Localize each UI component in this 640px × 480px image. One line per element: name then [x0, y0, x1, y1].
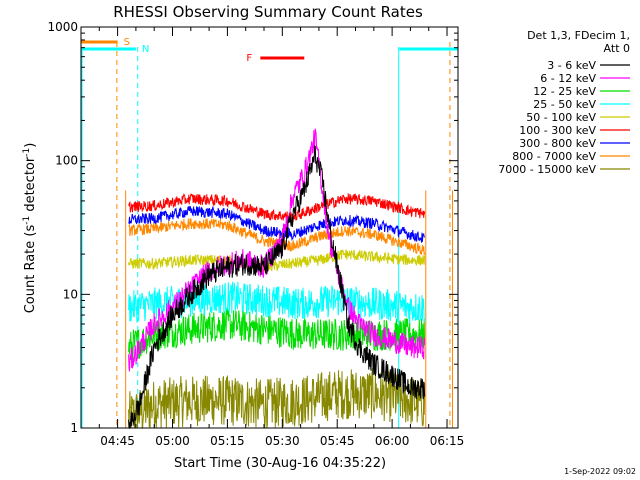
- x-tick-label: 05:45: [320, 434, 355, 448]
- chart-title: RHESSI Observing Summary Count Rates: [113, 3, 423, 21]
- y-tick-label: 1: [70, 421, 78, 435]
- series-line: [128, 249, 426, 274]
- footer-date: 1-Sep-2022 09:02: [564, 467, 636, 476]
- legend-header-line1: Det 1,3, FDecim 1,: [527, 29, 630, 42]
- legend-item-label: 100 - 300 keV: [519, 124, 596, 137]
- y-axis-label-end: ): [23, 143, 38, 148]
- saa-label: S: [124, 37, 130, 48]
- legend-item-label: 25 - 50 keV: [533, 98, 596, 111]
- y-axis-label-mid: detector: [23, 156, 38, 216]
- legend-item-label: 6 - 12 keV: [540, 72, 596, 85]
- y-axis-label-sup1: -1: [22, 216, 32, 225]
- x-tick-label: 06:00: [375, 434, 410, 448]
- series-line: [128, 218, 426, 256]
- plot-frame: [80, 26, 459, 429]
- y-tick-label: 100: [55, 154, 78, 168]
- legend-item-label: 7000 - 15000 keV: [498, 163, 596, 176]
- legend-item-label: 3 - 6 keV: [547, 59, 596, 72]
- y-axis-label-main: Count Rate (s: [23, 225, 38, 314]
- x-axis-label: Start Time (30-Aug-16 04:35:22): [174, 456, 386, 471]
- legend-item-label: 12 - 25 keV: [533, 85, 596, 98]
- x-tick-label: 06:15: [430, 434, 465, 448]
- legend-item-label: 50 - 100 keV: [526, 111, 596, 124]
- legend-item-label: 300 - 800 keV: [519, 137, 596, 150]
- legend-header-line2: Att 0: [604, 42, 630, 55]
- x-tick-label: 05:00: [155, 434, 190, 448]
- series-line: [128, 368, 426, 430]
- night-label: N: [142, 44, 149, 55]
- y-axis-label-sup2: -1: [22, 148, 32, 157]
- series-line: [128, 193, 426, 223]
- series-line: [128, 145, 426, 430]
- y-axis-label: Count Rate (s-1 detector-1): [22, 143, 38, 314]
- y-tick-label: 1000: [47, 20, 78, 34]
- x-tick-label: 04:45: [100, 434, 135, 448]
- x-tick-label: 05:30: [265, 434, 300, 448]
- x-tick-label: 05:15: [210, 434, 245, 448]
- flare-label: F: [246, 53, 252, 64]
- legend-item-label: 800 - 7000 keV: [512, 150, 596, 163]
- y-tick-label: 10: [63, 287, 78, 301]
- axes: 1 10 100 1000 04:45 05:00 05:15 05:30 05:45 06:00…: [47, 20, 464, 448]
- series-line: [128, 205, 425, 243]
